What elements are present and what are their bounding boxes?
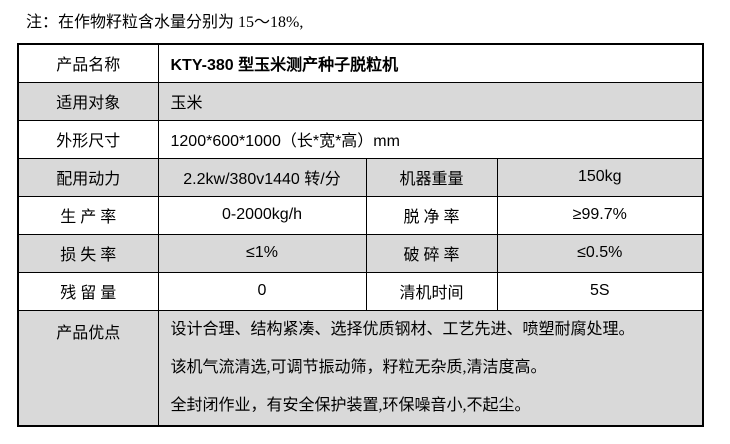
row-residue-cleaning: 残 留 量 0 清机时间 5S — [17, 271, 704, 311]
value-breakage-rate: ≤0.5% — [496, 233, 704, 273]
label-product-name: 产品名称 — [17, 43, 159, 83]
label-threshing-rate: 脱 净 率 — [365, 195, 498, 235]
label-breakage-rate: 破 碎 率 — [365, 233, 498, 273]
row-production-threshing: 生 产 率 0-2000kg/h 脱 净 率 ≥99.7% — [17, 195, 704, 235]
label-loss-rate: 损 失 率 — [17, 233, 159, 273]
label-cleaning-time: 清机时间 — [365, 271, 498, 311]
value-advantages: 设计合理、结构紧凑、选择优质钢材、工艺先进、喷塑耐腐处理。 该机气流清选,可调节… — [157, 309, 704, 426]
value-threshing-rate: ≥99.7% — [496, 195, 704, 235]
product-spec-table: 产品名称 KTY-380 型玉米测产种子脱粒机 适用对象 玉米 外形尺寸 120… — [17, 43, 705, 427]
value-weight: 150kg — [496, 157, 704, 197]
row-dimensions: 外形尺寸 1200*600*1000（长*宽*高）mm — [17, 119, 704, 159]
value-cleaning-time: 5S — [496, 271, 704, 311]
row-loss-breakage: 损 失 率 ≤1% 破 碎 率 ≤0.5% — [17, 233, 704, 273]
label-dimensions: 外形尺寸 — [17, 119, 159, 159]
moisture-note: 注：在作物籽粒含水量分别为 15～18%, — [26, 14, 304, 31]
row-advantages: 产品优点 设计合理、结构紧凑、选择优质钢材、工艺先进、喷塑耐腐处理。 该机气流清… — [17, 309, 704, 426]
label-target-crop: 适用对象 — [17, 81, 159, 121]
advantage-line-2: 该机气流清选,可调节振动筛，籽粒无杂质,清洁度高。 — [170, 358, 547, 376]
row-power-weight: 配用动力 2.2kw/380v1440 转/分 机器重量 150kg — [17, 157, 704, 197]
label-power: 配用动力 — [17, 157, 159, 197]
value-dimensions: 1200*600*1000（长*宽*高）mm — [157, 119, 704, 159]
value-loss-rate: ≤1% — [157, 233, 367, 273]
value-target-crop: 玉米 — [157, 81, 704, 121]
label-weight: 机器重量 — [365, 157, 498, 197]
value-power: 2.2kw/380v1440 转/分 — [157, 157, 367, 197]
label-production-rate: 生 产 率 — [17, 195, 159, 235]
value-product-name: KTY-380 型玉米测产种子脱粒机 — [157, 43, 704, 83]
row-target-crop: 适用对象 玉米 — [17, 81, 704, 121]
value-production-rate: 0-2000kg/h — [157, 195, 367, 235]
value-residue: 0 — [157, 271, 367, 311]
advantage-line-3: 全封闭作业，有安全保护装置,环保噪音小,不起尘。 — [170, 396, 531, 414]
advantage-line-1: 设计合理、结构紧凑、选择优质钢材、工艺先进、喷塑耐腐处理。 — [170, 320, 635, 338]
label-advantages: 产品优点 — [17, 309, 159, 426]
row-product-name: 产品名称 KTY-380 型玉米测产种子脱粒机 — [17, 43, 704, 83]
label-residue: 残 留 量 — [17, 271, 159, 311]
